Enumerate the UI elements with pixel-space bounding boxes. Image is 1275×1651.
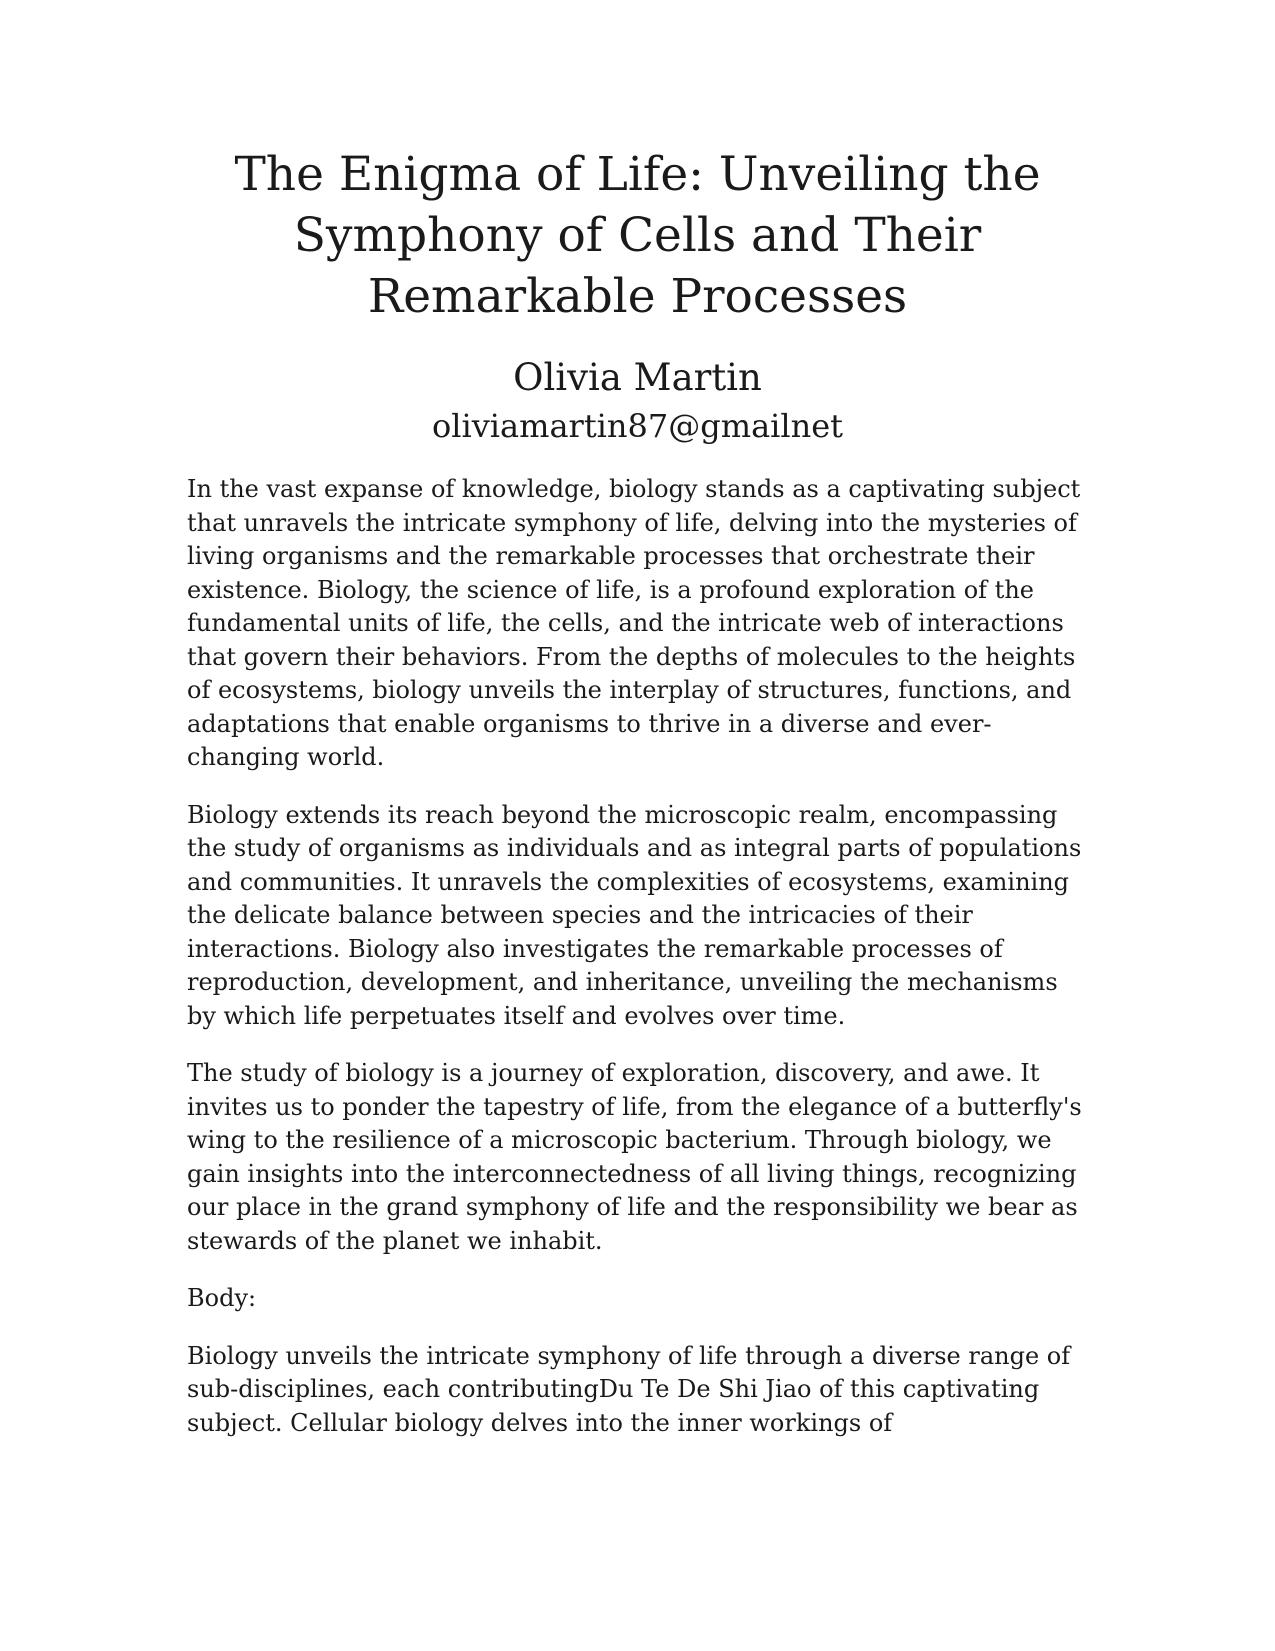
paragraph: In the vast expanse of knowledge, biolog… bbox=[187, 475, 1081, 771]
paragraph: Biology extends its reach beyond the mic… bbox=[187, 800, 1082, 1030]
section-label: Body: bbox=[187, 1284, 257, 1312]
paragraph: The study of biology is a journey of exp… bbox=[187, 1059, 1082, 1255]
document-body: In the vast expanse of knowledge, biolog… bbox=[187, 473, 1087, 1464]
document-title: The Enigma of Life: Unveiling the Sympho… bbox=[234, 147, 1041, 324]
author-email: oliviamartin87@gmailnet bbox=[431, 407, 844, 445]
paragraph: Biology unveils the intricate symphony o… bbox=[187, 1341, 1071, 1437]
author-name: Olivia Martin bbox=[513, 356, 762, 399]
